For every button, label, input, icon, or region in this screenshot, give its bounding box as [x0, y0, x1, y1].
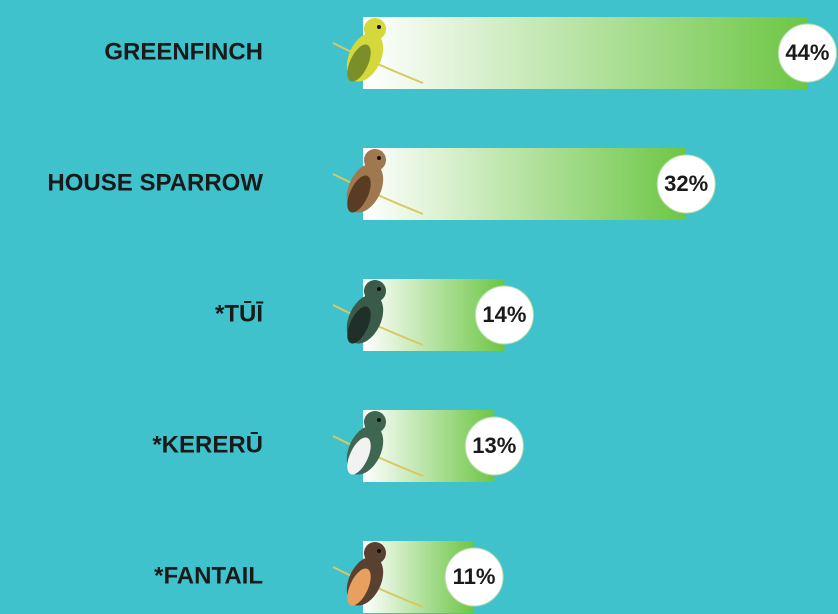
category-label: GREENFINCH [104, 38, 263, 65]
bird-head [364, 149, 386, 171]
category-label: *KERERŪ [152, 431, 263, 458]
bar [363, 17, 807, 89]
bird-head [364, 280, 386, 302]
category-label: *FANTAIL [154, 562, 263, 589]
bird-head [364, 18, 386, 40]
bird-eye [377, 25, 381, 29]
value-label: 13% [472, 433, 516, 458]
value-label: 14% [482, 302, 526, 327]
bird-eye [377, 287, 381, 291]
bird-eye [377, 549, 381, 553]
category-label: *TŪĪ [215, 300, 263, 327]
category-label: HOUSE SPARROW [47, 169, 263, 196]
page: GREENFINCH 44% HOUSE SPARROW 32% *TŪĪ 14% *KER… [0, 0, 838, 614]
bars: GREENFINCH 44% HOUSE SPARROW 32% *TŪĪ 14% *KER… [47, 17, 836, 613]
bird-head [364, 411, 386, 433]
bird-head [364, 542, 386, 564]
value-label: 44% [785, 40, 829, 65]
value-label: 32% [664, 171, 708, 196]
value-label: 11% [453, 564, 496, 589]
bird-eye [377, 156, 381, 160]
chart: GREENFINCH 44% HOUSE SPARROW 32% *TŪĪ 14% *KER… [0, 0, 838, 614]
bird-eye [377, 418, 381, 422]
